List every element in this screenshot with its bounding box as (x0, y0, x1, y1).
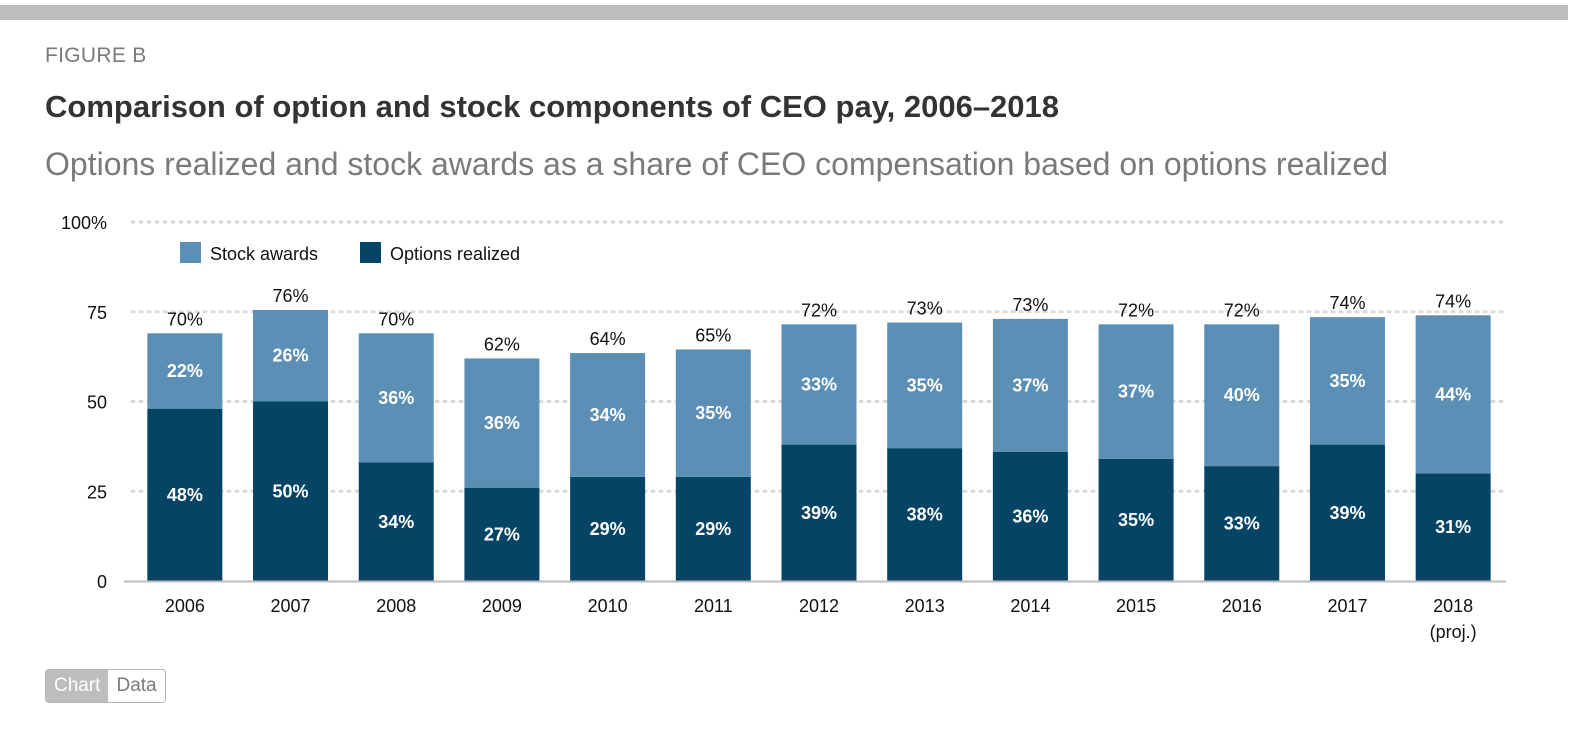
bar-stock-awards (781, 324, 857, 445)
view-toggle: Chart Data (45, 669, 166, 703)
data-label-options: 34% (378, 512, 414, 532)
x-tick-sublabel: (proj.) (1430, 622, 1477, 642)
data-label-stock: 37% (1012, 375, 1048, 395)
bar-stock-awards (147, 333, 223, 409)
top-bar (0, 5, 1568, 20)
data-label-total: 76% (273, 286, 309, 306)
x-tick-label: 2012 (799, 596, 839, 616)
bar-options-realized (781, 444, 857, 581)
y-tick-label: 75 (87, 303, 107, 323)
data-label-stock: 33% (801, 374, 837, 394)
data-label-options: 31% (1435, 517, 1471, 537)
chart-subtitle: Options realized and stock awards as a s… (45, 146, 1388, 182)
data-label-total: 65% (695, 325, 731, 345)
legend-label-options-realized: Options realized (390, 244, 520, 264)
bar-options-realized (1309, 444, 1385, 581)
data-label-options: 48% (167, 485, 203, 505)
x-tick-label: 2010 (588, 596, 628, 616)
data-label-stock: 35% (907, 375, 943, 395)
data-label-total: 72% (1224, 300, 1260, 320)
data-label-options: 38% (907, 505, 943, 525)
data-label-options: 39% (801, 503, 837, 523)
data-label-options: 29% (695, 519, 731, 539)
x-tick-label: 2014 (1010, 596, 1050, 616)
bar-options-realized (358, 462, 434, 581)
data-label-stock: 34% (590, 405, 626, 425)
legend-swatch-options-realized (360, 242, 381, 263)
x-tick-label: 2013 (905, 596, 945, 616)
y-tick-label: 0 (97, 572, 107, 592)
bar-options-realized (1415, 473, 1491, 581)
bar-stock-awards (1415, 315, 1491, 474)
bar-stock-awards (1309, 317, 1385, 445)
data-label-options: 27% (484, 524, 520, 544)
bar-options-realized (992, 451, 1068, 581)
legend-swatch-stock-awards (180, 242, 201, 263)
data-label-stock: 35% (1329, 371, 1365, 391)
data-label-stock: 35% (695, 403, 731, 423)
data-label-stock: 36% (378, 388, 414, 408)
data-label-stock: 22% (167, 361, 203, 381)
bar-options-realized (570, 476, 646, 581)
data-label-total: 70% (378, 309, 414, 329)
legend-label-stock-awards: Stock awards (210, 244, 318, 264)
data-label-total: 73% (907, 299, 943, 319)
x-tick-label: 2016 (1222, 596, 1262, 616)
y-tick-label: 100% (61, 213, 107, 233)
data-label-total: 72% (801, 300, 837, 320)
bar-stock-awards (887, 322, 963, 449)
x-tick-label: 2009 (482, 596, 522, 616)
data-toggle-button[interactable]: Data (108, 670, 165, 702)
bar-options-realized (147, 408, 223, 581)
data-label-options: 29% (590, 519, 626, 539)
data-label-stock: 36% (484, 413, 520, 433)
x-tick-label: 2011 (694, 596, 733, 616)
bar-options-realized (1098, 458, 1174, 581)
x-tick-label: 2015 (1116, 596, 1156, 616)
data-label-options: 35% (1118, 510, 1154, 530)
data-label-total: 74% (1435, 291, 1471, 311)
figure-label: FIGURE B (45, 44, 147, 67)
x-tick-label: 2008 (376, 596, 416, 616)
data-label-stock: 44% (1435, 384, 1471, 404)
bar-options-realized (887, 448, 963, 581)
bar-stock-awards (253, 309, 329, 402)
bar-stock-awards (1204, 324, 1280, 467)
bar-stock-awards (675, 349, 751, 477)
bar-options-realized (1204, 466, 1280, 581)
data-label-total: 72% (1118, 300, 1154, 320)
x-tick-label: 2007 (271, 596, 311, 616)
chart-toggle-button[interactable]: Chart (46, 670, 109, 702)
data-label-total: 64% (590, 329, 626, 349)
x-tick-label: 2017 (1327, 596, 1367, 616)
y-tick-label: 25 (87, 482, 107, 502)
data-label-total: 74% (1329, 293, 1365, 313)
data-label-total: 73% (1012, 295, 1048, 315)
chart-title: Comparison of option and stock component… (45, 89, 1060, 124)
data-label-total: 62% (484, 334, 520, 354)
bar-stock-awards (358, 333, 434, 463)
bar-stock-awards (464, 358, 540, 488)
data-label-options: 50% (273, 481, 309, 501)
data-label-stock: 40% (1224, 385, 1260, 405)
x-tick-label: 2018 (1433, 596, 1473, 616)
data-label-stock: 26% (273, 346, 309, 366)
data-label-options: 39% (1329, 503, 1365, 523)
bar-options-realized (253, 401, 329, 581)
y-tick-label: 50 (87, 393, 107, 413)
bar-stock-awards (570, 353, 646, 477)
data-label-options: 33% (1224, 514, 1260, 534)
bar-options-realized (675, 476, 751, 581)
bar-stock-awards (992, 318, 1068, 452)
bar-options-realized (464, 487, 540, 581)
data-label-total: 70% (167, 309, 203, 329)
x-tick-label: 2006 (165, 596, 205, 616)
data-label-stock: 37% (1118, 382, 1154, 402)
data-label-options: 36% (1012, 506, 1048, 526)
bar-stock-awards (1098, 324, 1174, 459)
